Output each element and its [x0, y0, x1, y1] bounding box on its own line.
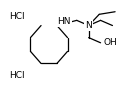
Text: HCl: HCl: [9, 12, 25, 21]
Text: N: N: [85, 21, 92, 30]
Text: OH: OH: [103, 38, 117, 47]
Text: HCl: HCl: [9, 71, 25, 80]
Text: HN: HN: [58, 17, 71, 26]
